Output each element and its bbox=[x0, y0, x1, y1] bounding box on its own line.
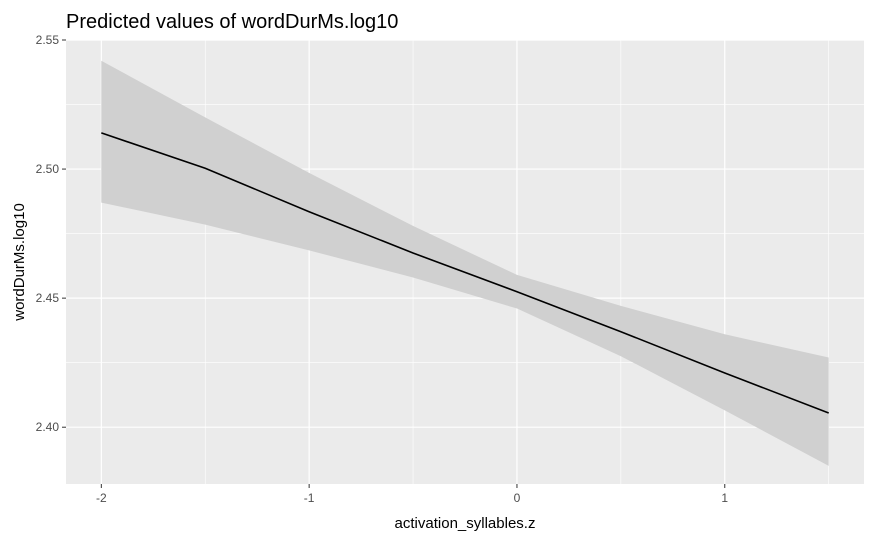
chart-title: Predicted values of wordDurMs.log10 bbox=[66, 11, 398, 33]
line-layer bbox=[101, 132, 829, 414]
x-tick-label: -2 bbox=[96, 491, 107, 505]
x-tick-label: 1 bbox=[721, 491, 728, 505]
y-tick-label: 2.50 bbox=[36, 162, 60, 176]
y-axis-title: wordDurMs.log10 bbox=[11, 203, 28, 322]
x-tick-label: -1 bbox=[304, 491, 315, 505]
ribbon-layer bbox=[101, 60, 829, 466]
y-axis: 2.40 2.45 2.50 2.55 bbox=[36, 33, 66, 434]
y-tick-label: 2.45 bbox=[36, 291, 60, 305]
x-axis: -2 -1 0 1 bbox=[96, 484, 728, 505]
prediction-line bbox=[101, 132, 829, 414]
y-tick-label: 2.55 bbox=[36, 33, 60, 47]
y-tick-label: 2.40 bbox=[36, 420, 60, 434]
x-axis-title: activation_syllables.z bbox=[395, 515, 536, 532]
confidence-ribbon bbox=[101, 60, 829, 466]
x-tick-label: 0 bbox=[514, 491, 521, 505]
